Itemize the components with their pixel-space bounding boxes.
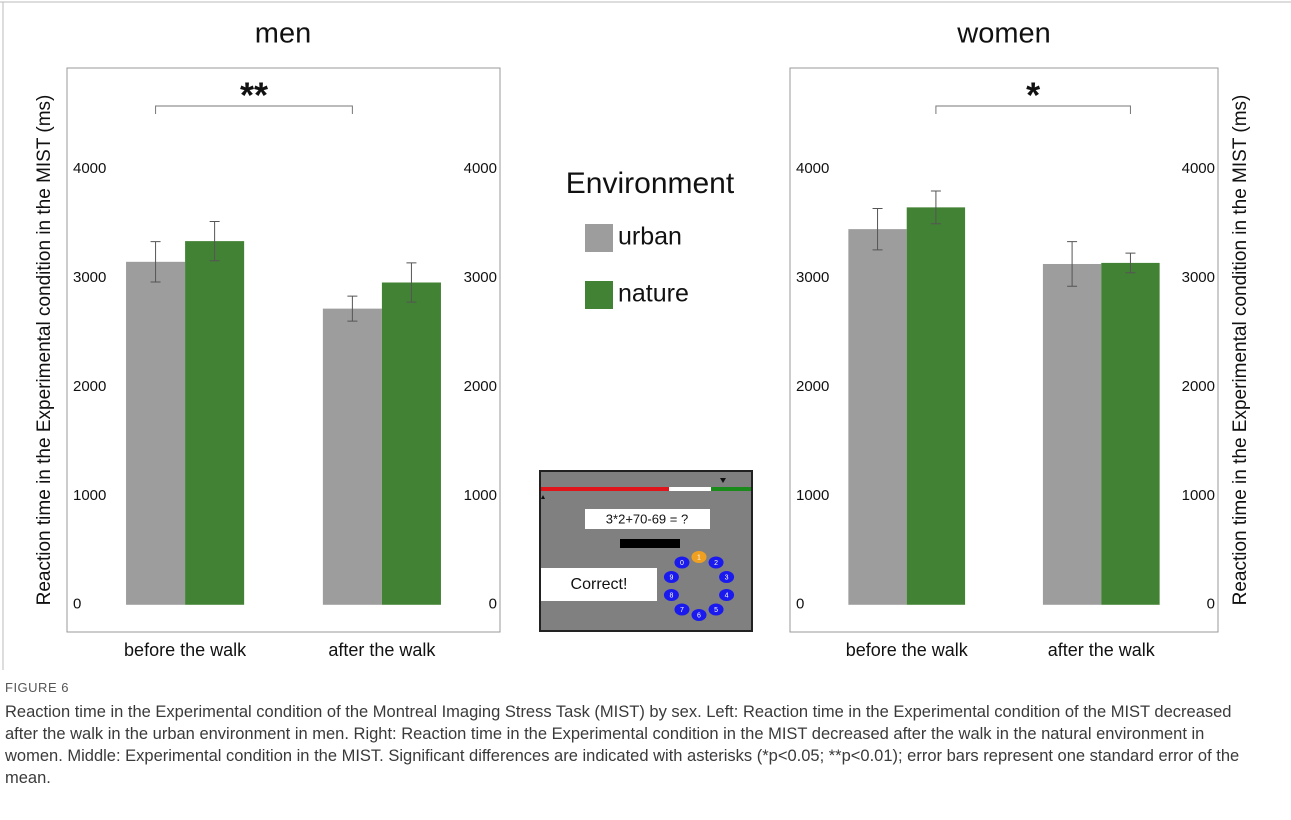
inset-bar-white — [669, 487, 711, 491]
chart-title: men — [255, 18, 311, 50]
dial-label: 9 — [669, 574, 673, 581]
dial-label: 7 — [680, 607, 684, 614]
error-bar — [150, 241, 161, 283]
x-tick-label: after the walk — [1048, 640, 1156, 660]
bar — [906, 207, 966, 605]
y-tick-label: 0 — [489, 596, 497, 613]
y-axis-title: Reaction time in the Experimental condit… — [34, 95, 55, 606]
inset-feedback-box — [541, 568, 657, 601]
error-bar — [406, 262, 417, 303]
dial-button — [691, 551, 707, 563]
y-tick-label: 4000 — [73, 160, 106, 177]
bar — [1042, 263, 1102, 605]
x-tick-label: before the walk — [846, 640, 969, 660]
significance-stars: * — [1026, 75, 1040, 116]
inset-equation-box — [585, 509, 710, 529]
plot-frame — [66, 67, 501, 633]
error-bar — [872, 207, 883, 251]
bar — [381, 282, 441, 605]
inset-bar-red — [541, 487, 669, 491]
legend-swatch — [585, 224, 613, 252]
dial-label: 1 — [697, 554, 701, 561]
bar — [185, 241, 245, 605]
inset-equation: 3*2+70-69 = ? — [606, 511, 688, 526]
dial-label: 0 — [680, 560, 684, 567]
error-bar — [347, 295, 358, 322]
dial-button — [674, 603, 690, 616]
legend-swatch — [585, 281, 613, 309]
y-tick-label: 3000 — [1182, 269, 1215, 286]
y-tick-label: 1000 — [796, 487, 829, 504]
dial-button — [708, 603, 724, 616]
dial-button — [674, 556, 690, 569]
inset-feedback: Correct! — [571, 576, 628, 593]
x-tick-label: before the walk — [124, 640, 247, 660]
y-tick-label: 3000 — [73, 269, 106, 286]
error-bar — [930, 190, 941, 225]
y-tick-label: 3000 — [464, 269, 497, 286]
dial-label: 8 — [669, 592, 673, 599]
dial-label: 2 — [714, 560, 718, 567]
inset-marker — [541, 495, 545, 499]
inset-timer — [620, 539, 680, 548]
dial-button — [708, 556, 724, 569]
y-tick-label: 2000 — [464, 378, 497, 395]
dial-label: 3 — [725, 574, 729, 581]
error-bar — [1125, 252, 1136, 274]
y-axis-title: Reaction time in the Experimental condit… — [1230, 95, 1251, 606]
legend-title: Environment — [566, 167, 735, 200]
error-bar — [209, 221, 220, 262]
figure: Environment 3*2+70-69 = ? Correct! 12345… — [0, 1, 1291, 670]
y-tick-label: 2000 — [1182, 378, 1215, 395]
significance-stars: ** — [240, 75, 268, 116]
bar — [126, 261, 186, 605]
y-tick-label: 3000 — [796, 269, 829, 286]
bar — [1101, 262, 1160, 605]
inset-marker — [720, 478, 726, 483]
significance-bracket — [155, 105, 353, 114]
error-bar — [1067, 241, 1078, 287]
y-tick-label: 4000 — [796, 160, 829, 177]
y-tick-label: 4000 — [464, 160, 497, 177]
y-tick-label: 2000 — [796, 378, 829, 395]
y-tick-label: 1000 — [1182, 487, 1215, 504]
y-tick-label: 1000 — [464, 487, 497, 504]
y-tick-label: 0 — [1207, 596, 1215, 613]
y-tick-label: 1000 — [73, 487, 106, 504]
inset-bar-green — [711, 487, 751, 491]
dial-label: 4 — [725, 592, 729, 599]
y-tick-label: 0 — [796, 596, 804, 613]
dial-button — [663, 588, 679, 601]
significance-bracket — [935, 105, 1131, 114]
dial-button — [691, 609, 707, 621]
x-tick-label: after the walk — [328, 640, 436, 660]
dial-button — [663, 571, 679, 584]
dial-label: 6 — [697, 612, 701, 619]
y-tick-label: 2000 — [73, 378, 106, 395]
caption-text: Reaction time in the Experimental condit… — [5, 703, 1240, 787]
y-tick-label: 4000 — [1182, 160, 1215, 177]
legend-label: nature — [618, 280, 689, 308]
legend-label: urban — [618, 223, 682, 251]
bar — [848, 229, 907, 605]
dial-button — [719, 588, 735, 601]
chart-title: women — [956, 18, 1051, 50]
dial-button — [719, 571, 735, 584]
y-tick-label: 0 — [73, 596, 81, 613]
caption-label: FIGURE 6 — [5, 680, 69, 695]
dial-label: 5 — [714, 607, 718, 614]
bar — [322, 308, 382, 605]
plot-frame — [789, 67, 1219, 633]
